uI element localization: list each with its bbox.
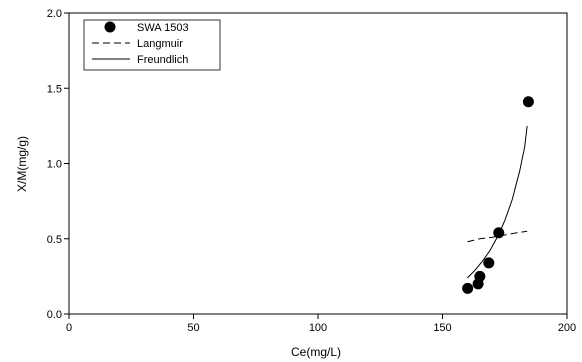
data-point xyxy=(493,227,505,239)
legend: SWA 1503 Langmuir Freundlich xyxy=(83,19,221,71)
y-tick-label: 1.5 xyxy=(47,83,62,95)
data-point xyxy=(483,257,495,269)
y-tick-labels: 0.0 0.5 1.0 1.5 2.0 xyxy=(47,8,62,321)
y-tick-label: 0.0 xyxy=(47,309,62,321)
data-point xyxy=(462,282,474,294)
y-tick-label: 2.0 xyxy=(47,8,62,20)
y-tick-label: 1.0 xyxy=(47,159,62,171)
y-tick-label: 0.5 xyxy=(47,234,62,246)
series xyxy=(462,96,534,294)
x-tick-label: 200 xyxy=(558,322,576,334)
data-point xyxy=(474,270,486,282)
x-tick-label: 0 xyxy=(66,322,72,334)
legend-marker xyxy=(104,21,116,33)
x-tick-labels: 0 50 100 150 200 xyxy=(66,322,576,334)
x-tick-label: 50 xyxy=(187,322,199,334)
legend-label: Freundlich xyxy=(137,54,188,66)
data-point xyxy=(522,96,534,108)
freundlich-line xyxy=(467,125,528,279)
y-axis-label: X/M(mg/g) xyxy=(15,136,29,192)
x-axis-label: Ce(mg/L) xyxy=(291,345,341,359)
x-tick-label: 150 xyxy=(433,322,451,334)
axis-ticks xyxy=(64,12,568,319)
x-tick-label: 100 xyxy=(309,322,327,334)
legend-label: Langmuir xyxy=(137,38,183,50)
legend-label: SWA 1503 xyxy=(137,22,189,34)
